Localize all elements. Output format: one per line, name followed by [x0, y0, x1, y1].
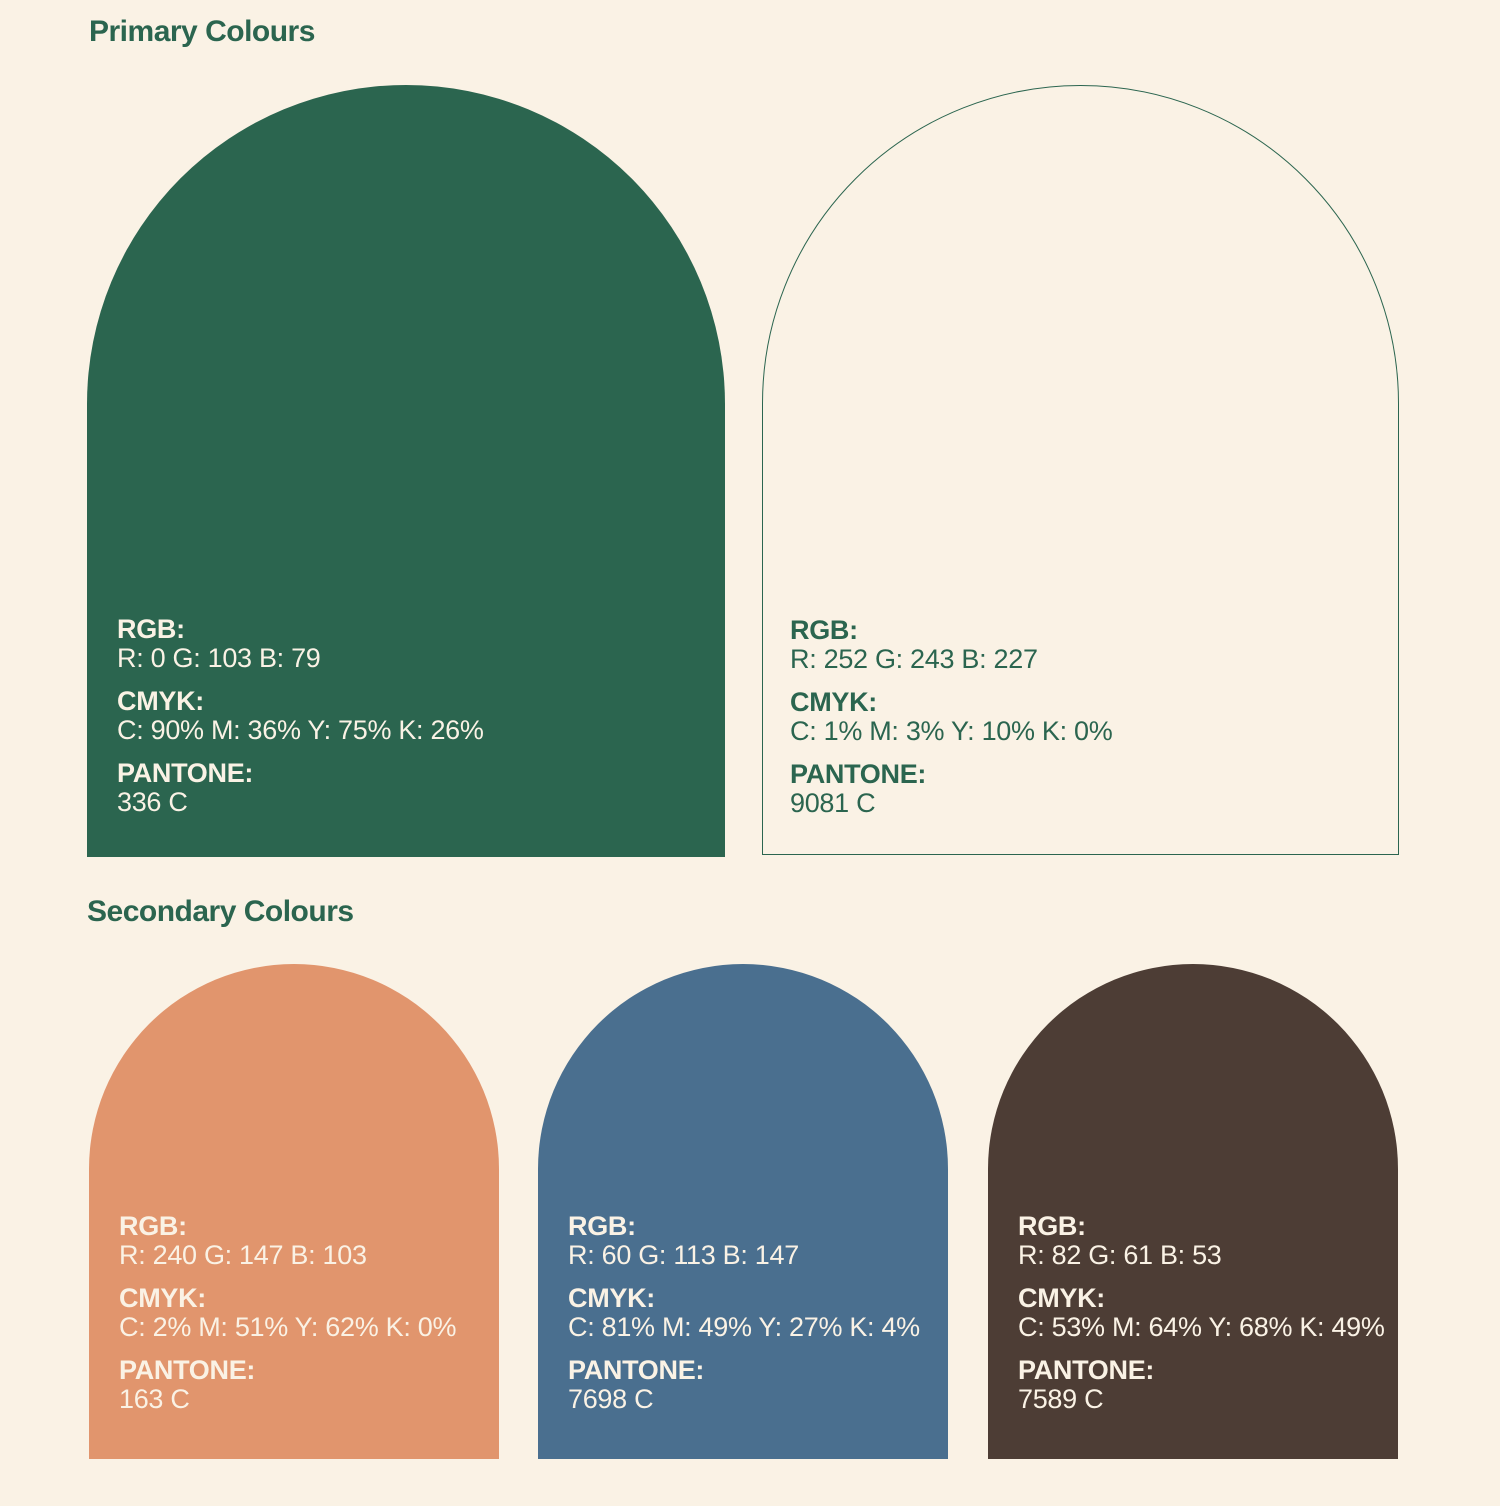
secondary-colours-heading: Secondary Colours [87, 895, 354, 928]
rgb-value: R: 82 G: 61 B: 53 [1018, 1240, 1222, 1270]
pantone-label: PANTONE: [119, 1355, 256, 1385]
swatch-secondary-brown: RGB: R: 82 G: 61 B: 53 CMYK: C: 53% M: 6… [988, 964, 1398, 1459]
cmyk-label: CMYK: [790, 687, 877, 717]
cmyk-value: C: 2% M: 51% Y: 62% K: 0% [119, 1312, 457, 1342]
pantone-label: PANTONE: [1018, 1355, 1155, 1385]
cmyk-label: CMYK: [117, 686, 204, 716]
rgb-label: RGB: [119, 1211, 187, 1241]
rgb-value: R: 240 G: 147 B: 103 [119, 1240, 367, 1270]
swatch-secondary-blue: RGB: R: 60 G: 113 B: 147 CMYK: C: 81% M:… [538, 964, 948, 1459]
swatch-specs: RGB: R: 0 G: 103 B: 79 CMYK: C: 90% M: 3… [117, 615, 715, 817]
rgb-label: RGB: [117, 614, 185, 644]
pantone-label: PANTONE: [568, 1355, 705, 1385]
cmyk-value: C: 1% M: 3% Y: 10% K: 0% [790, 716, 1113, 746]
rgb-value: R: 60 G: 113 B: 147 [568, 1240, 799, 1270]
swatch-primary-cream: RGB: R: 252 G: 243 B: 227 CMYK: C: 1% M:… [762, 85, 1399, 855]
pantone-label: PANTONE: [117, 758, 254, 788]
pantone-value: 336 C [117, 787, 188, 817]
swatch-specs: RGB: R: 82 G: 61 B: 53 CMYK: C: 53% M: 6… [1018, 1212, 1388, 1414]
swatch-specs: RGB: R: 252 G: 243 B: 227 CMYK: C: 1% M:… [790, 616, 1388, 818]
cmyk-label: CMYK: [1018, 1283, 1105, 1313]
swatch-primary-green: RGB: R: 0 G: 103 B: 79 CMYK: C: 90% M: 3… [87, 85, 725, 857]
rgb-label: RGB: [1018, 1211, 1086, 1241]
pantone-value: 163 C [119, 1384, 190, 1414]
rgb-value: R: 252 G: 243 B: 227 [790, 644, 1038, 674]
cmyk-value: C: 81% M: 49% Y: 27% K: 4% [568, 1312, 920, 1342]
cmyk-value: C: 53% M: 64% Y: 68% K: 49% [1018, 1312, 1385, 1342]
swatch-specs: RGB: R: 240 G: 147 B: 103 CMYK: C: 2% M:… [119, 1212, 489, 1414]
swatch-specs: RGB: R: 60 G: 113 B: 147 CMYK: C: 81% M:… [568, 1212, 938, 1414]
pantone-label: PANTONE: [790, 759, 927, 789]
pantone-value: 7589 C [1018, 1384, 1104, 1414]
swatch-secondary-orange: RGB: R: 240 G: 147 B: 103 CMYK: C: 2% M:… [89, 964, 499, 1459]
pantone-value: 9081 C [790, 788, 876, 818]
pantone-value: 7698 C [568, 1384, 654, 1414]
cmyk-value: C: 90% M: 36% Y: 75% K: 26% [117, 715, 484, 745]
rgb-value: R: 0 G: 103 B: 79 [117, 643, 321, 673]
primary-colours-heading: Primary Colours [89, 15, 315, 48]
rgb-label: RGB: [568, 1211, 636, 1241]
cmyk-label: CMYK: [119, 1283, 206, 1313]
cmyk-label: CMYK: [568, 1283, 655, 1313]
rgb-label: RGB: [790, 615, 858, 645]
